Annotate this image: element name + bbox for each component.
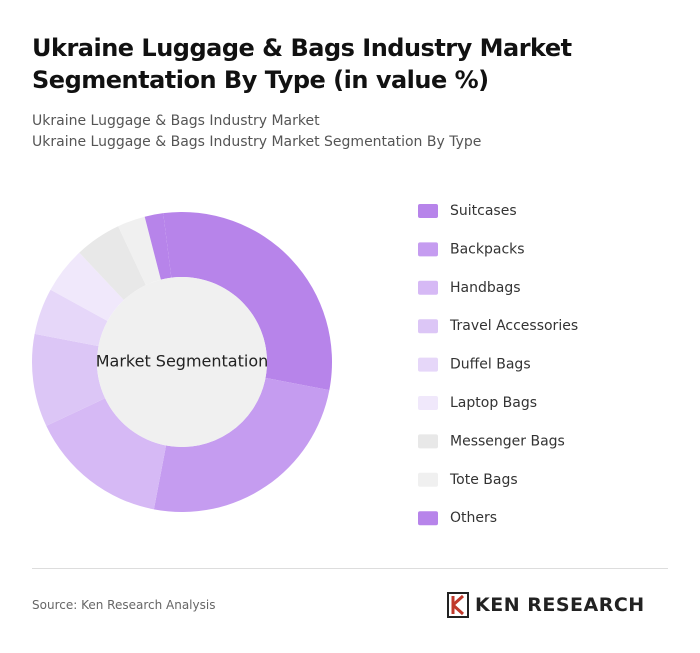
legend-swatch xyxy=(418,434,438,449)
legend-label: Travel Accessories xyxy=(449,318,578,334)
logo: KEN RESEARCH xyxy=(447,592,645,618)
donut-slice xyxy=(163,212,332,391)
logo-text: KEN RESEARCH xyxy=(475,594,645,616)
donut-slice xyxy=(118,216,161,286)
legend-label: Others xyxy=(450,510,497,526)
donut-slice xyxy=(153,377,330,512)
donut-slice xyxy=(144,213,172,280)
donut-hole xyxy=(97,277,267,447)
legend-label: Messenger Bags xyxy=(450,433,565,449)
source: Source: Ken Research Analysis xyxy=(32,598,216,612)
legend-label: Duffel Bags xyxy=(450,357,531,373)
donut-slice xyxy=(46,398,167,510)
logo-icon xyxy=(447,592,469,618)
legend-label: Backpacks xyxy=(450,241,525,257)
divider xyxy=(32,568,668,569)
legend-swatch xyxy=(418,357,438,372)
legend-swatch xyxy=(418,204,438,218)
center-label: Market Segmentation xyxy=(96,352,269,371)
chart-title: Ukraine Luggage & Bags Industry Market S… xyxy=(32,34,572,94)
donut-slice xyxy=(79,226,146,301)
legend-label: Suitcases xyxy=(450,203,517,219)
subtitle: Ukraine Luggage & Bags Industry Market xyxy=(32,113,320,129)
chart: Market Segmentation Suitcases Backpacks Han… xyxy=(31,203,578,526)
legend-swatch xyxy=(418,472,438,487)
legend-label: Laptop Bags xyxy=(450,395,537,411)
legend-swatch xyxy=(418,280,438,295)
legend-swatch xyxy=(418,319,438,334)
legend-label: Tote Bags xyxy=(449,472,518,488)
legend-swatch xyxy=(418,396,438,410)
legend-swatch xyxy=(418,511,438,526)
donut-slice xyxy=(34,289,108,347)
legend-label: Handbags xyxy=(450,280,521,296)
donut-slice xyxy=(31,333,106,426)
donut-slice xyxy=(50,252,124,322)
subtitle-2: Ukraine Luggage & Bags Industry Market S… xyxy=(32,134,482,150)
legend-swatch xyxy=(418,242,438,257)
